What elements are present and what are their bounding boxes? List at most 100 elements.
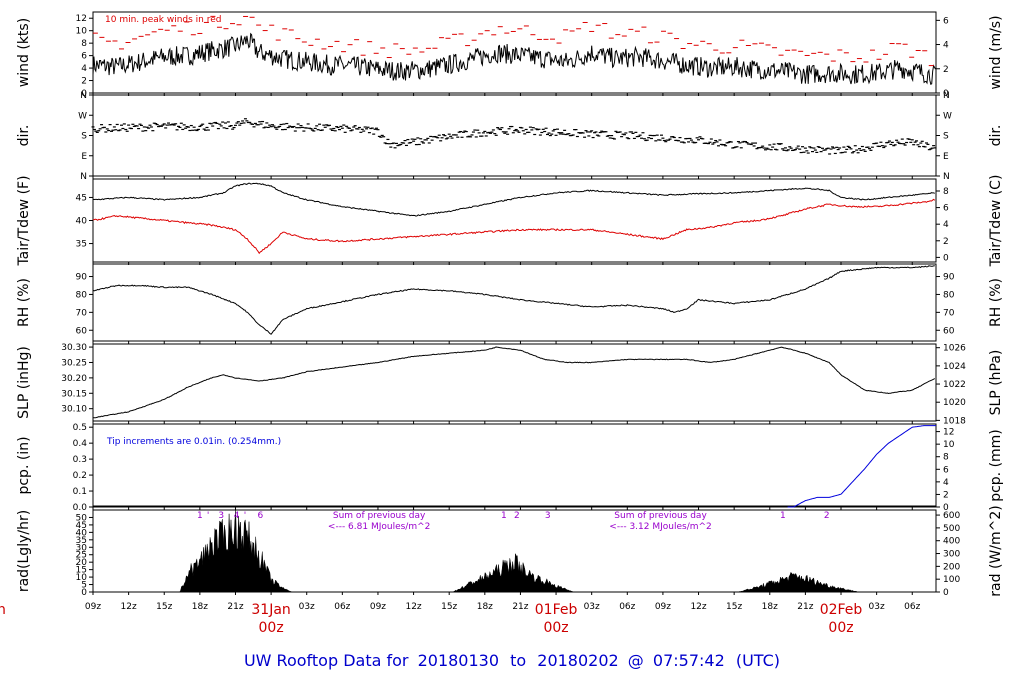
pcp-line [787,425,936,508]
rad-ytick-left: 15 [76,566,87,576]
tdew-line [92,198,936,255]
wind-ylabel-right: wind (m/s) [988,15,1004,89]
dir-ytick-right: N [943,91,950,101]
x-tick-label: 21z [797,602,813,612]
pcp-ytick-right: 10 [943,440,955,450]
rh-frame [92,263,937,342]
rh-ytick-left: 60 [76,326,88,336]
x-tick-label: 18z [192,602,208,612]
temp-ytick-right: 0 [943,253,949,263]
x-day-label: 02Feb [820,602,863,618]
title-start-date: 20180130 [418,651,499,670]
rad-ytick-right: 0 [943,588,949,598]
wind-ytick-left: 6 [81,52,87,62]
rad-ytick-left: 25 [76,551,87,561]
slp-ytick-right: 1022 [943,380,966,390]
title-timezone: (UTC) [736,651,780,670]
rh-ytick-right: 60 [943,326,955,336]
wind-ytick-left: 8 [81,39,87,49]
dir-ylabel-right: dir. [988,125,1004,147]
slp-ytick-left: 30.15 [61,389,87,399]
slp-ytick-right: 1018 [943,416,966,426]
title-at: @ [628,651,644,670]
x-tick-label: 15z [156,602,172,612]
slp-line [93,346,936,419]
x-tick-label: 06z [904,602,920,612]
rad-peak-mark: 1 [197,511,203,521]
slp-ytick-right: 1020 [943,398,966,408]
x-tick-label: 18z [477,602,493,612]
dir-ytick-left: S [81,132,87,142]
temp-ytick-right: 2 [943,237,949,247]
temp-frame [92,178,937,263]
x-tick-label: 09z [655,602,671,612]
x-tick-label: 12z [690,602,706,612]
slp-ytick-left: 30.10 [61,405,87,415]
rad-ytick-right: 500 [943,524,960,534]
dir-ytick-right: N [943,172,950,182]
x-tick-label: 12z [405,602,421,612]
temp-ytick-left: 45 [76,193,87,203]
rh-line [92,265,935,335]
slp-ytick-left: 30.20 [61,374,87,384]
temp-ytick-left: 40 [76,217,88,227]
dir-ytick-left: W [78,111,87,121]
dir-ytick-right: W [943,111,952,121]
pcp-ytick-right: 4 [943,478,949,488]
pcp-ytick-left: 0.2 [73,471,87,481]
time-axis: 09z 12z 15z 18z 21z 03z 06z 09z 12z 15z 18z 21z 03z 0… [0,602,921,636]
rad-ytick-right: 600 [943,511,960,521]
rh-ytick-left: 80 [76,290,88,300]
slp-ytick-right: 1024 [943,362,966,372]
slp-ylabel-right: SLP (hPa) [988,350,1004,416]
wind-speed-line [92,32,936,86]
rad-peak-mark: 3 [545,511,551,521]
rad-peak-mark: 6 [258,511,264,521]
wind-ytick-right: 6 [943,16,949,26]
x-day-label: 31Jan [251,602,290,618]
temp-ylabel-right: Tair/Tdew (C) [988,175,1004,268]
rad-peak-mark: ' [244,511,246,521]
rad-ylabel-left: rad(Lgly/hr) [16,510,32,592]
rad-ytick-left: 5 [81,581,87,591]
rad-ytick-left: 45 [76,521,87,531]
x-tick-label: 03z [299,602,315,612]
rad-peak-mark: 1 [780,511,786,521]
rad-ytick-left: 40 [76,528,88,538]
slp-ytick-right: 1026 [943,344,966,354]
slp-ytick-left: 30.25 [61,358,87,368]
x-tick-label: 15z [726,602,742,612]
title-time: 07:57:42 [653,651,725,670]
rh-ytick-right: 90 [943,273,955,283]
rad-ytick-left: 35 [76,536,87,546]
wind-ylabel-left: wind (kts) [16,18,32,87]
wind-ytick-left: 10 [76,27,88,37]
rad-ylabel-right: rad (W/m^2) [988,505,1004,596]
rad-ytick-left: 50 [76,513,88,523]
pcp-ytick-left: 0.4 [73,439,88,449]
dir-ylabel-left: dir. [16,125,32,147]
rh-ylabel-right: RH (%) [988,278,1004,327]
rad-day-3 [737,571,859,593]
pcp-ytick-right: 12 [943,428,954,438]
temp-ytick-left: 35 [76,240,87,250]
pcp-ylabel-right: pcp. (mm) [988,429,1004,502]
x-tick-label: 12z [121,602,137,612]
wind-ytick-left: 4 [81,64,87,74]
x-tick-label: 03z [869,602,885,612]
wind-ytick-right: 0 [943,89,949,99]
rad-day-2 [451,553,574,593]
panel-pcp: pcp. (in) pcp. (mm) 0.0 0.1 0.2 0.3 0.4 0.5 0 2 4 6… [16,423,1004,513]
rad-ytick-right: 300 [943,550,960,560]
dir-ytick-left: N [80,172,87,182]
temp-ytick-right: 8 [943,187,949,197]
rad-peak-mark: 1 [501,511,507,521]
x-tick-label: 21z [512,602,528,612]
x-tick-label: 15z [441,602,457,612]
rad-peak-mark: 3 [218,511,224,521]
x-day-time: 00z [543,620,568,636]
rad-peak-mark: 4 [234,511,240,521]
rad-sum-line1: Sum of previous day [614,511,707,521]
